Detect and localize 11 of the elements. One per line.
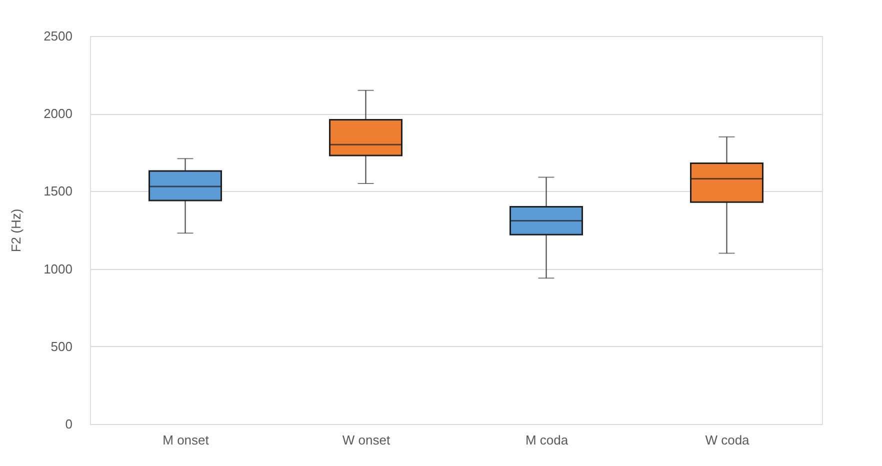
y-tick-label: 1500: [44, 184, 72, 199]
x-tick-label: M coda: [525, 432, 569, 448]
y-tick-label: 500: [50, 338, 72, 354]
x-tick-label: W onset: [342, 432, 390, 448]
y-tick-label: 2500: [44, 28, 72, 44]
y-tick-label: 0: [65, 416, 72, 432]
y-axis-title: F2 (Hz): [8, 208, 24, 252]
y-tick-label: 2000: [44, 106, 72, 122]
y-tick-label: 1000: [44, 261, 72, 276]
x-tick-label: W coda: [705, 432, 750, 448]
x-tick-label: M onset: [162, 432, 210, 448]
